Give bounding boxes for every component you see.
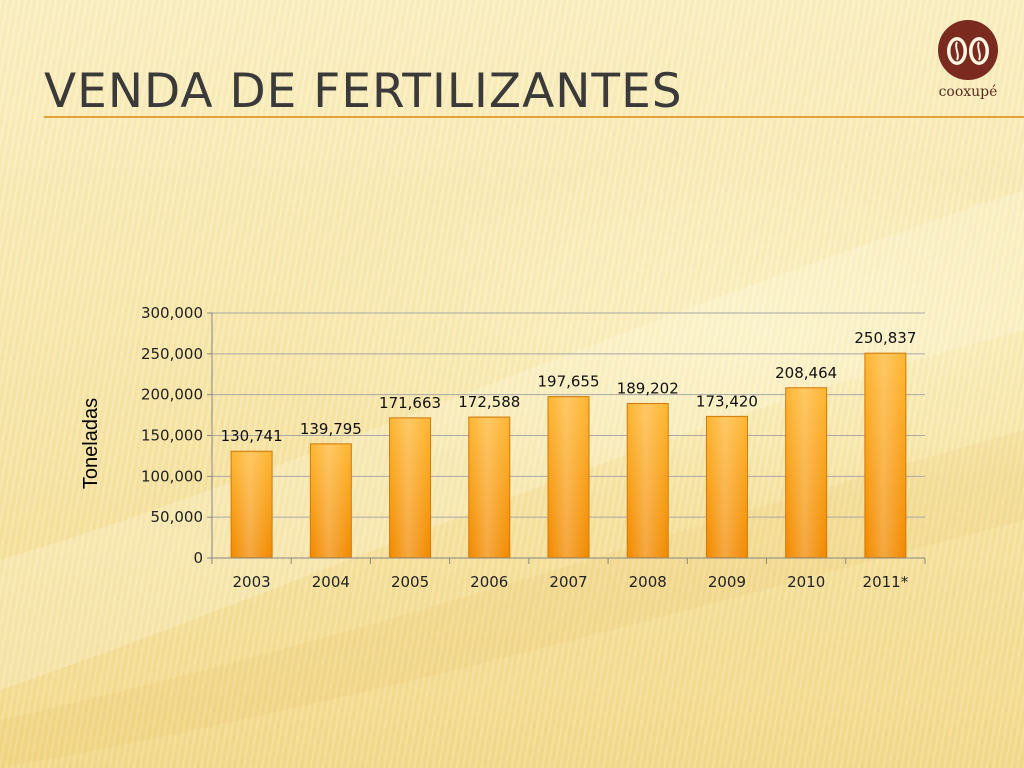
y-tick-label: 200,000 (141, 386, 203, 404)
data-label-2011*: 250,837 (854, 329, 916, 347)
bar-highlight (311, 444, 351, 557)
x-tick-label: 2011* (863, 573, 909, 591)
x-tick-label: 2008 (629, 573, 667, 591)
y-tick-label: 0 (193, 549, 203, 567)
axes (207, 312, 926, 564)
data-label-2004: 139,795 (300, 420, 362, 438)
x-tick-label: 2004 (312, 573, 350, 591)
x-tick-label: 2003 (233, 573, 271, 591)
data-label-2003: 130,741 (221, 427, 283, 445)
data-label-2010: 208,464 (775, 364, 837, 382)
bar-highlight (786, 388, 826, 557)
y-tick-label: 250,000 (141, 345, 203, 363)
logo-wordmark: cooxupé (938, 84, 998, 100)
x-tick-label: 2006 (470, 573, 508, 591)
y-axis-title: Toneladas (80, 398, 102, 489)
slide-title: VENDA DE FERTILIZANTES (44, 64, 683, 119)
data-label-2007: 197,655 (537, 373, 599, 391)
bar-highlight (707, 417, 747, 557)
y-tick-label: 300,000 (141, 304, 203, 322)
bar-highlight (865, 354, 905, 557)
x-tick-label: 2007 (549, 573, 587, 591)
y-tick-label: 100,000 (141, 467, 203, 485)
x-tick-label: 2005 (391, 573, 429, 591)
bar-highlight (390, 418, 430, 557)
data-label-2009: 173,420 (696, 392, 758, 410)
bars (230, 352, 907, 559)
cooxupe-logo: cooxupé (932, 18, 1004, 108)
labels: 0 50,000 100,000 150,000 200,000 250,000 300,0… (80, 304, 916, 591)
bar-highlight (232, 452, 272, 557)
bar-highlight (549, 397, 588, 557)
x-tick-label: 2010 (787, 573, 825, 591)
data-label-2005: 171,663 (379, 394, 441, 412)
coffee-bean-logo-icon (938, 20, 998, 80)
title-underline (44, 116, 1024, 118)
y-tick-label: 50,000 (151, 508, 204, 526)
bar-highlight (469, 418, 509, 557)
bar-highlight (628, 404, 668, 557)
x-tick-label: 2009 (708, 573, 746, 591)
y-tick-label: 150,000 (141, 427, 203, 445)
data-label-2008: 189,202 (617, 379, 679, 397)
data-label-2006: 172,588 (458, 393, 520, 411)
